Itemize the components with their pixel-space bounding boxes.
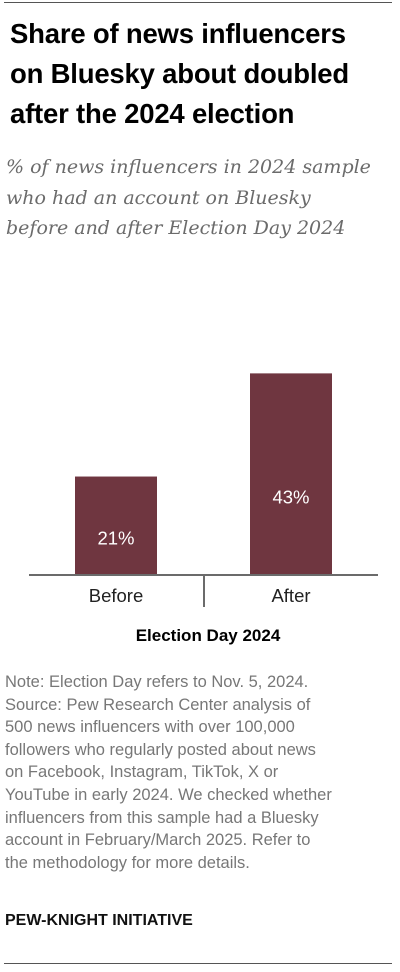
- title-line: after the 2024 election: [10, 98, 295, 129]
- note-line: influencers from this sample had a Blues…: [5, 808, 319, 827]
- top-rule: [4, 2, 392, 3]
- x-axis-title: Election Day 2024: [136, 626, 281, 645]
- bar-value-label: 21%: [97, 528, 134, 549]
- bar-after: [250, 373, 332, 575]
- chart-note: Note: Election Day refers to Nov. 5, 202…: [5, 671, 393, 874]
- category-label: Before: [89, 585, 144, 606]
- subtitle-line: % of news influencers in 2024 sample: [6, 156, 371, 178]
- subtitle-line: who had an account on Bluesky: [6, 186, 311, 209]
- title-line: Share of news influencers: [10, 18, 346, 49]
- title-line: on Bluesky about doubled: [10, 58, 349, 89]
- note-line: on Facebook, Instagram, TikTok, X or: [5, 763, 279, 782]
- chart-subtitle: % of news influencers in 2024 sample who…: [6, 152, 394, 244]
- chart-title: Share of news influencers on Bluesky abo…: [10, 14, 395, 134]
- note-line: 500 news influencers with over 100,000: [5, 718, 295, 737]
- note-line: Source: Pew Research Center analysis of: [5, 695, 311, 714]
- category-label: After: [271, 585, 310, 606]
- bar-before: [75, 476, 157, 575]
- brand-label: PEW-KNIGHT INITIATIVE: [5, 912, 193, 929]
- note-line: the methodology for more details.: [5, 853, 250, 872]
- note-line: followers who regularly posted about new…: [5, 740, 316, 759]
- note-line: YouTube in early 2024. We checked whethe…: [5, 785, 332, 804]
- bar-value-label: 43%: [272, 486, 309, 507]
- bar-chart-svg: 21% 43% Before After Election Day 2024: [29, 373, 378, 645]
- subtitle-line: before and after Election Day 2024: [6, 217, 346, 239]
- bar-chart: 21% 43% Before After Election Day 2024: [0, 250, 400, 650]
- bottom-rule: [4, 963, 392, 964]
- note-line: Note: Election Day refers to Nov. 5, 202…: [5, 673, 309, 691]
- note-line: account in February/March 2025. Refer to: [5, 831, 311, 850]
